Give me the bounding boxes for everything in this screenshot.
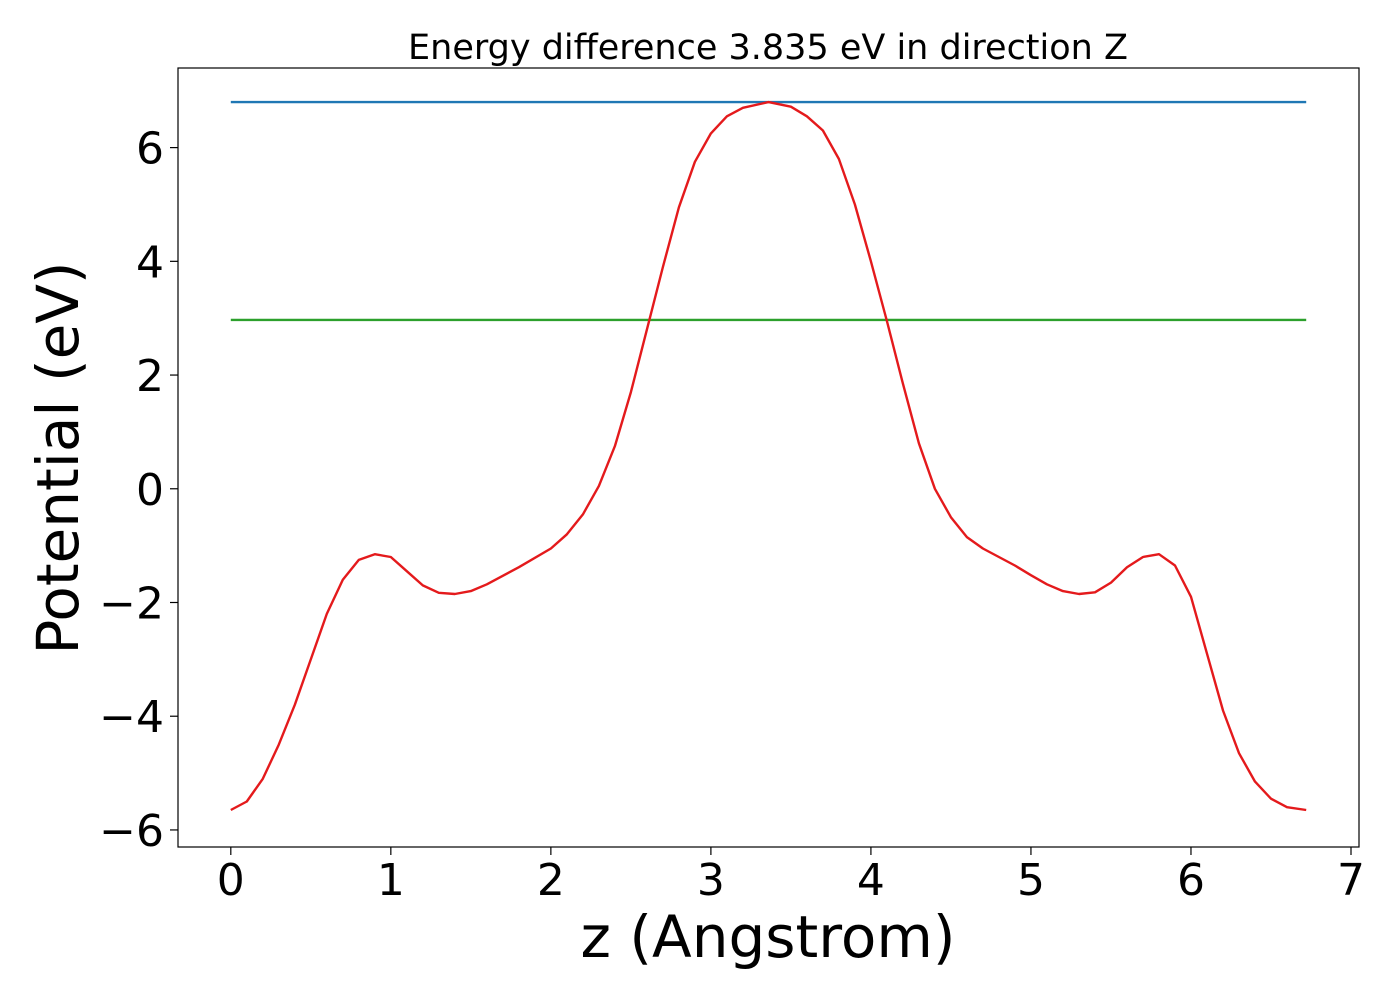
y-axis-ticks: −6 −4 −2 0 2 4 6	[99, 124, 178, 857]
x-tick-label: 0	[217, 855, 245, 906]
y-axis-label: Potential (eV)	[24, 261, 92, 654]
y-tick-label: −6	[99, 806, 164, 857]
plot-frame	[177, 67, 1360, 848]
x-tick-label: 3	[697, 855, 725, 906]
y-tick-label: 4	[136, 237, 164, 288]
x-axis-ticks: 0 1 2 3 4 5 6 7	[217, 847, 1365, 906]
x-tick-label: 1	[377, 855, 405, 906]
x-tick-label: 2	[537, 855, 565, 906]
x-tick-label: 4	[857, 855, 885, 906]
y-tick-label: −4	[99, 692, 164, 743]
x-tick-label: 5	[1017, 855, 1045, 906]
x-tick-label: 7	[1337, 855, 1365, 906]
y-tick-label: −2	[99, 578, 164, 629]
series-line-2	[230, 100, 1307, 812]
series-layer	[230, 100, 1307, 812]
x-tick-label: 6	[1177, 855, 1205, 906]
chart-title: Energy difference 3.835 eV in direction …	[408, 28, 1128, 68]
y-tick-label: 6	[136, 124, 164, 175]
x-axis-label: z (Angstrom)	[581, 903, 956, 971]
y-tick-label: 0	[136, 465, 164, 516]
y-tick-label: 2	[136, 351, 164, 402]
